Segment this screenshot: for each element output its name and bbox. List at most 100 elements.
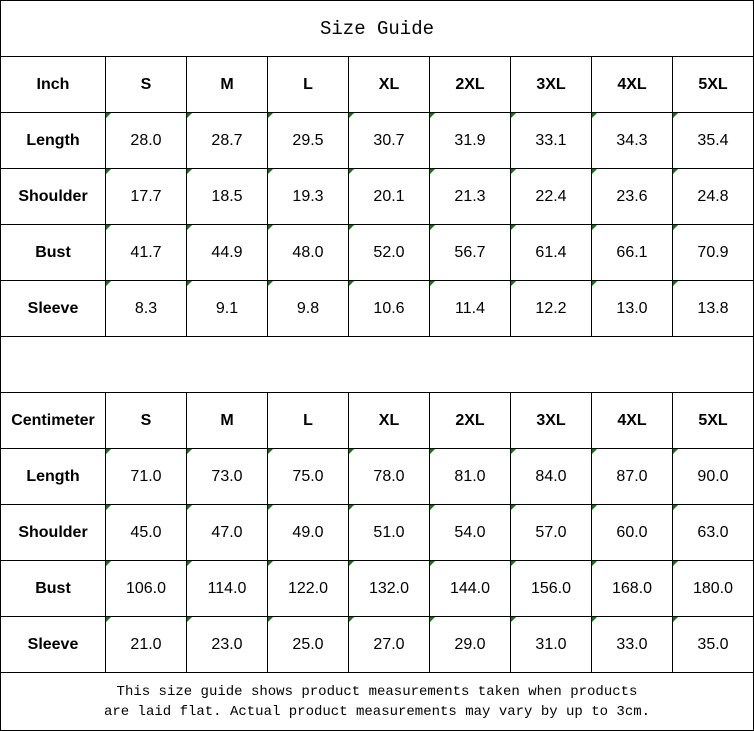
measurement-cell: 33.0	[591, 616, 673, 673]
measurement-cell: 23.0	[186, 616, 268, 673]
note-row: This size guide shows product measuremen…	[0, 672, 754, 731]
table-row: Length 71.0 73.0 75.0 78.0 81.0 84.0 87.0 90.0	[0, 448, 754, 505]
measurement-cell: 122.0	[267, 560, 349, 617]
size-header: 5XL	[672, 392, 754, 449]
footnote-line-2: are laid flat. Actual product measuremen…	[103, 703, 651, 720]
inch-unit-header: Inch	[0, 56, 106, 113]
row-label: Length	[0, 448, 106, 505]
measurement-cell: 71.0	[105, 448, 187, 505]
measurement-cell: 13.8	[672, 280, 754, 337]
measurement-cell: 29.5	[267, 112, 349, 169]
measurement-cell: 22.4	[510, 168, 592, 225]
footnote: This size guide shows product measuremen…	[0, 672, 754, 731]
measurement-cell: 19.3	[267, 168, 349, 225]
measurement-cell: 31.9	[429, 112, 511, 169]
measurement-cell: 35.4	[672, 112, 754, 169]
size-header: XL	[348, 392, 430, 449]
measurement-cell: 21.3	[429, 168, 511, 225]
measurement-cell: 87.0	[591, 448, 673, 505]
measurement-cell: 63.0	[672, 504, 754, 561]
measurement-cell: 47.0	[186, 504, 268, 561]
size-header: 4XL	[591, 392, 673, 449]
measurement-cell: 34.3	[591, 112, 673, 169]
measurement-cell: 81.0	[429, 448, 511, 505]
size-header: 2XL	[429, 56, 511, 113]
measurement-cell: 61.4	[510, 224, 592, 281]
measurement-cell: 106.0	[105, 560, 187, 617]
measurement-cell: 24.8	[672, 168, 754, 225]
table-row: Sleeve 21.0 23.0 25.0 27.0 29.0 31.0 33.0 35.0	[0, 616, 754, 673]
measurement-cell: 78.0	[348, 448, 430, 505]
measurement-cell: 75.0	[267, 448, 349, 505]
measurement-cell: 21.0	[105, 616, 187, 673]
measurement-cell: 73.0	[186, 448, 268, 505]
measurement-cell: 60.0	[591, 504, 673, 561]
size-header: M	[186, 56, 268, 113]
measurement-cell: 66.1	[591, 224, 673, 281]
measurement-cell: 168.0	[591, 560, 673, 617]
table-row: Length 28.0 28.7 29.5 30.7 31.9 33.1 34.3 35.4	[0, 112, 754, 169]
measurement-cell: 33.1	[510, 112, 592, 169]
measurement-cell: 180.0	[672, 560, 754, 617]
measurement-cell: 18.5	[186, 168, 268, 225]
measurement-cell: 57.0	[510, 504, 592, 561]
measurement-cell: 51.0	[348, 504, 430, 561]
measurement-cell: 90.0	[672, 448, 754, 505]
size-header: S	[105, 392, 187, 449]
measurement-cell: 23.6	[591, 168, 673, 225]
measurement-cell: 45.0	[105, 504, 187, 561]
measurement-cell: 144.0	[429, 560, 511, 617]
row-label: Shoulder	[0, 168, 106, 225]
table-row: Bust 41.7 44.9 48.0 52.0 56.7 61.4 66.1 70.9	[0, 224, 754, 281]
row-label: Sleeve	[0, 616, 106, 673]
row-label: Length	[0, 112, 106, 169]
measurement-cell: 44.9	[186, 224, 268, 281]
measurement-cell: 9.8	[267, 280, 349, 337]
measurement-cell: 84.0	[510, 448, 592, 505]
measurement-cell: 48.0	[267, 224, 349, 281]
measurement-cell: 11.4	[429, 280, 511, 337]
size-header: L	[267, 56, 349, 113]
measurement-cell: 25.0	[267, 616, 349, 673]
measurement-cell: 28.0	[105, 112, 187, 169]
measurement-cell: 27.0	[348, 616, 430, 673]
measurement-cell: 13.0	[591, 280, 673, 337]
measurement-cell: 17.7	[105, 168, 187, 225]
spacer-cell	[0, 336, 754, 393]
inch-header-row: Inch S M L XL 2XL 3XL 4XL 5XL	[0, 56, 754, 113]
measurement-cell: 41.7	[105, 224, 187, 281]
measurement-cell: 114.0	[186, 560, 268, 617]
size-header: L	[267, 392, 349, 449]
size-header: S	[105, 56, 187, 113]
measurement-cell: 12.2	[510, 280, 592, 337]
spacer-row	[0, 336, 754, 393]
measurement-cell: 31.0	[510, 616, 592, 673]
measurement-cell: 28.7	[186, 112, 268, 169]
size-header: 5XL	[672, 56, 754, 113]
measurement-cell: 29.0	[429, 616, 511, 673]
size-header: 4XL	[591, 56, 673, 113]
title-row: Size Guide	[0, 0, 754, 57]
table-row: Shoulder 17.7 18.5 19.3 20.1 21.3 22.4 23.6 24.8	[0, 168, 754, 225]
measurement-cell: 70.9	[672, 224, 754, 281]
centimeter-header-row: Centimeter S M L XL 2XL 3XL 4XL 5XL	[0, 392, 754, 449]
row-label: Sleeve	[0, 280, 106, 337]
table-row: Shoulder 45.0 47.0 49.0 51.0 54.0 57.0 60.0 63.0	[0, 504, 754, 561]
table-row: Sleeve 8.3 9.1 9.8 10.6 11.4 12.2 13.0 13.8	[0, 280, 754, 337]
size-header: 3XL	[510, 392, 592, 449]
size-header: XL	[348, 56, 430, 113]
measurement-cell: 8.3	[105, 280, 187, 337]
footnote-line-1: This size guide shows product measuremen…	[116, 683, 638, 700]
row-label: Shoulder	[0, 504, 106, 561]
measurement-cell: 35.0	[672, 616, 754, 673]
measurement-cell: 132.0	[348, 560, 430, 617]
row-label: Bust	[0, 224, 106, 281]
measurement-cell: 9.1	[186, 280, 268, 337]
table-row: Bust 106.0 114.0 122.0 132.0 144.0 156.0 168.0 1…	[0, 560, 754, 617]
row-label: Bust	[0, 560, 106, 617]
measurement-cell: 20.1	[348, 168, 430, 225]
measurement-cell: 54.0	[429, 504, 511, 561]
measurement-cell: 30.7	[348, 112, 430, 169]
size-header: M	[186, 392, 268, 449]
